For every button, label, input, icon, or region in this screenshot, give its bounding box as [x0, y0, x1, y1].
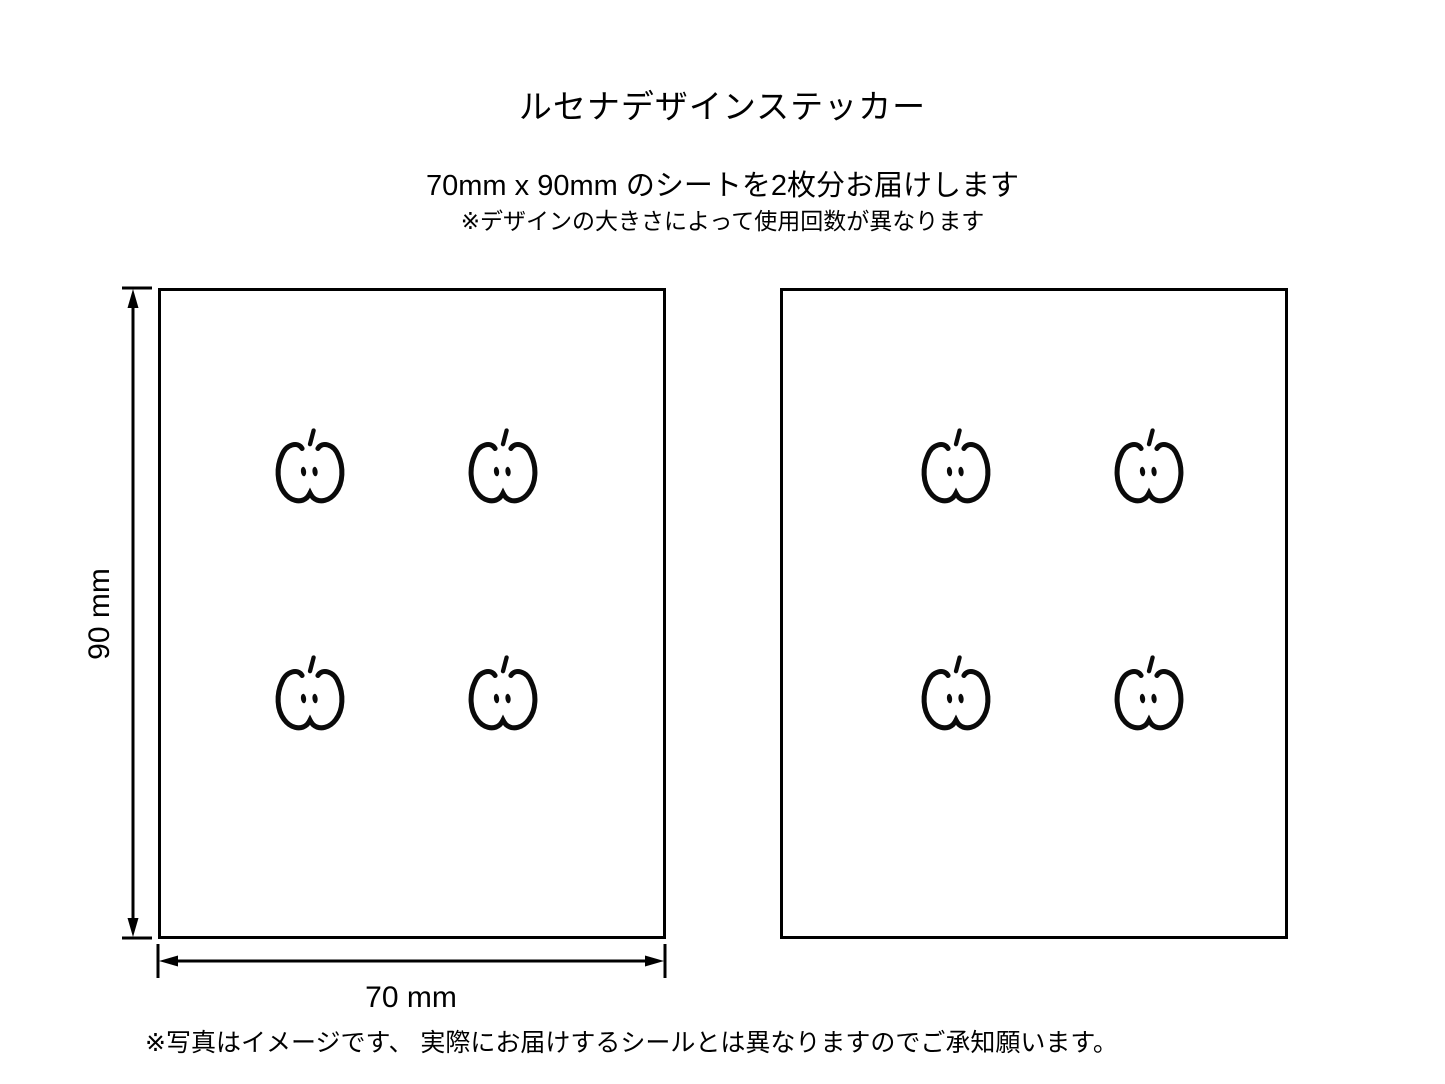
apple-icon: [467, 653, 539, 734]
height-dimension-arrow: [122, 286, 152, 940]
height-dimension-label: 90 mm: [83, 568, 116, 660]
apple-icon: [1113, 653, 1185, 734]
sticker-sheet-1: [158, 288, 666, 939]
apple-icon: [274, 426, 346, 507]
apple-icon: [920, 426, 992, 507]
sticker-sheet-2: [780, 288, 1288, 939]
disclaimer-note: ※写真はイメージです、 実際にお届けするシールとは異なりますのでご承知願います。: [145, 1029, 1118, 1057]
apple-icon: [274, 653, 346, 734]
width-dimension-arrow: [156, 944, 667, 978]
apple-icon: [1113, 426, 1185, 507]
apple-icon: [920, 653, 992, 734]
apple-icon: [467, 426, 539, 507]
width-dimension-label: 70 mm: [365, 981, 457, 1014]
page-title: ルセナデザインステッカー: [518, 88, 927, 125]
usage-count-note: ※デザインの大きさによって使用回数が異なります: [460, 208, 985, 234]
sheet-size-subtitle: 70mm x 90mm のシートを2枚分お届けします: [426, 170, 1019, 202]
